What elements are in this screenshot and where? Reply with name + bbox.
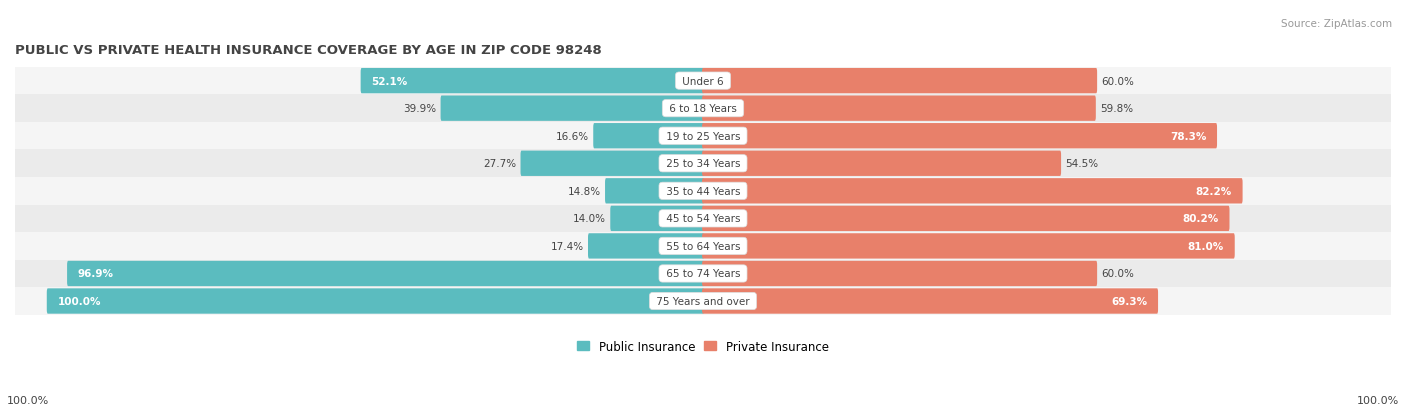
Text: 78.3%: 78.3% [1170, 131, 1206, 141]
Text: 80.2%: 80.2% [1182, 214, 1219, 224]
Legend: Public Insurance, Private Insurance: Public Insurance, Private Insurance [572, 335, 834, 357]
Bar [15, 260, 1391, 287]
Text: 82.2%: 82.2% [1195, 186, 1232, 196]
Text: 65 to 74 Years: 65 to 74 Years [662, 269, 744, 279]
Bar [15, 150, 1391, 178]
Text: 39.9%: 39.9% [404, 104, 436, 114]
FancyBboxPatch shape [440, 96, 704, 121]
FancyBboxPatch shape [702, 124, 1218, 149]
FancyBboxPatch shape [605, 179, 704, 204]
Text: 45 to 54 Years: 45 to 54 Years [662, 214, 744, 224]
Text: 75 Years and over: 75 Years and over [652, 296, 754, 306]
FancyBboxPatch shape [46, 289, 704, 314]
FancyBboxPatch shape [360, 69, 704, 94]
FancyBboxPatch shape [702, 179, 1243, 204]
FancyBboxPatch shape [593, 124, 704, 149]
Text: 54.5%: 54.5% [1066, 159, 1098, 169]
FancyBboxPatch shape [702, 151, 1062, 176]
Text: 60.0%: 60.0% [1101, 269, 1135, 279]
FancyBboxPatch shape [520, 151, 704, 176]
FancyBboxPatch shape [702, 69, 1097, 94]
Text: 25 to 34 Years: 25 to 34 Years [662, 159, 744, 169]
FancyBboxPatch shape [67, 261, 704, 287]
Text: 59.8%: 59.8% [1099, 104, 1133, 114]
Bar [15, 287, 1391, 315]
Text: 52.1%: 52.1% [371, 76, 408, 86]
Text: 69.3%: 69.3% [1111, 296, 1147, 306]
Bar [15, 233, 1391, 260]
Text: 60.0%: 60.0% [1101, 76, 1135, 86]
Text: Source: ZipAtlas.com: Source: ZipAtlas.com [1281, 19, 1392, 28]
Text: 16.6%: 16.6% [555, 131, 589, 141]
Text: 6 to 18 Years: 6 to 18 Years [666, 104, 740, 114]
FancyBboxPatch shape [702, 234, 1234, 259]
Text: 96.9%: 96.9% [77, 269, 114, 279]
Text: PUBLIC VS PRIVATE HEALTH INSURANCE COVERAGE BY AGE IN ZIP CODE 98248: PUBLIC VS PRIVATE HEALTH INSURANCE COVER… [15, 44, 602, 57]
FancyBboxPatch shape [702, 206, 1229, 231]
Text: 100.0%: 100.0% [7, 395, 49, 405]
FancyBboxPatch shape [702, 261, 1097, 287]
FancyBboxPatch shape [702, 96, 1095, 121]
Bar [15, 205, 1391, 233]
FancyBboxPatch shape [588, 234, 704, 259]
Text: 14.0%: 14.0% [574, 214, 606, 224]
Text: 27.7%: 27.7% [484, 159, 516, 169]
Text: 17.4%: 17.4% [551, 241, 583, 251]
Text: 81.0%: 81.0% [1188, 241, 1223, 251]
FancyBboxPatch shape [610, 206, 704, 231]
Bar [15, 123, 1391, 150]
Text: 14.8%: 14.8% [568, 186, 600, 196]
Text: 100.0%: 100.0% [58, 296, 101, 306]
Bar [15, 68, 1391, 95]
Text: 100.0%: 100.0% [1357, 395, 1399, 405]
Bar [15, 95, 1391, 123]
Bar [15, 178, 1391, 205]
Text: 19 to 25 Years: 19 to 25 Years [662, 131, 744, 141]
Text: 35 to 44 Years: 35 to 44 Years [662, 186, 744, 196]
Text: Under 6: Under 6 [679, 76, 727, 86]
Text: 55 to 64 Years: 55 to 64 Years [662, 241, 744, 251]
FancyBboxPatch shape [702, 289, 1159, 314]
